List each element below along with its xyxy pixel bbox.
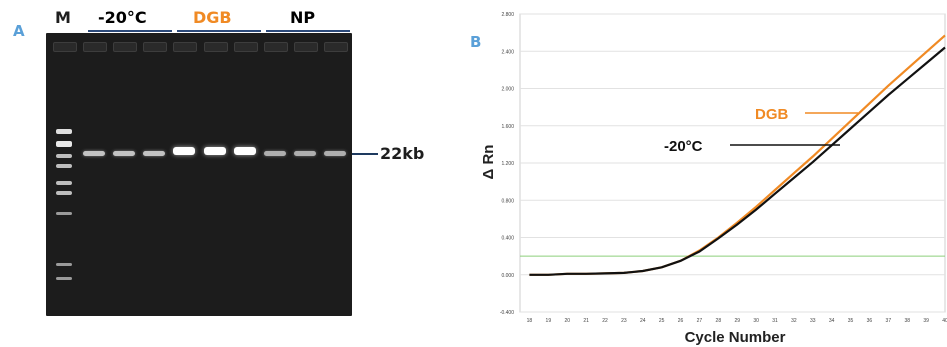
group-underline-dgb: [177, 30, 261, 32]
gel-well: [264, 42, 288, 52]
ladder-band: [56, 212, 72, 215]
group-underline-neg20: [88, 30, 172, 32]
sample-band: [173, 147, 195, 155]
group-label-dgb: DGB: [193, 8, 232, 27]
y-tick-label: 2.400: [501, 49, 514, 55]
x-axis-label: Cycle Number: [685, 329, 786, 346]
y-tick-label: 2.000: [501, 87, 514, 93]
series-label: DGB: [755, 106, 789, 123]
x-tick-label: 39: [923, 318, 929, 324]
gel-well: [143, 42, 167, 52]
y-tick-label: 0.800: [501, 198, 514, 204]
ladder-band: [56, 191, 72, 195]
sample-band: [113, 151, 135, 156]
x-tick-label: 20: [564, 318, 570, 324]
x-tick-label: 21: [583, 318, 589, 324]
x-tick-label: 19: [546, 318, 552, 324]
ladder-band: [56, 154, 72, 158]
sample-band: [204, 147, 226, 155]
ladder-band: [56, 263, 72, 266]
x-tick-label: 25: [659, 318, 665, 324]
x-tick-label: 40: [942, 318, 947, 324]
x-tick-label: 37: [886, 318, 892, 324]
ladder-band: [56, 129, 72, 134]
gel-well: [234, 42, 258, 52]
gel-well: [294, 42, 318, 52]
x-tick-label: 36: [867, 318, 873, 324]
ladder-band: [56, 181, 72, 185]
x-tick-label: 33: [810, 318, 816, 324]
y-tick-label: 0.000: [501, 273, 514, 279]
sample-band: [264, 151, 286, 156]
x-tick-label: 35: [848, 318, 854, 324]
gel-well: [53, 42, 77, 52]
x-tick-label: 30: [753, 318, 759, 324]
sample-band: [83, 151, 105, 156]
band-size-pointer: [352, 153, 378, 155]
sample-band: [324, 151, 346, 156]
group-label-np: NP: [290, 8, 316, 27]
y-axis-label: Δ Rn: [480, 145, 497, 180]
marker-lane-label: M: [55, 8, 71, 27]
x-tick-label: 31: [772, 318, 778, 324]
x-tick-label: 27: [697, 318, 703, 324]
sample-band: [294, 151, 316, 156]
x-tick-label: 22: [602, 318, 608, 324]
ladder-band: [56, 277, 72, 280]
gel-well: [173, 42, 197, 52]
series-line: [529, 46, 946, 276]
x-tick-label: 24: [640, 318, 646, 324]
ladder-band: [56, 141, 72, 147]
band-size-label: 22kb: [380, 144, 425, 163]
x-tick-label: 32: [791, 318, 797, 324]
x-tick-label: 38: [904, 318, 910, 324]
y-tick-label: -0.400: [500, 310, 514, 316]
gel-image: [46, 33, 352, 316]
x-tick-label: 18: [527, 318, 533, 324]
sample-band: [143, 151, 165, 156]
y-tick-label: 1.200: [501, 161, 514, 167]
x-tick-label: 26: [678, 318, 684, 324]
x-tick-label: 23: [621, 318, 627, 324]
group-label-neg20: -20°C: [98, 8, 147, 27]
y-tick-label: 2.800: [501, 12, 514, 18]
sample-band: [234, 147, 256, 155]
gel-well: [324, 42, 348, 52]
gel-well: [113, 42, 137, 52]
panel-a-label: A: [13, 22, 25, 40]
group-underline-np: [266, 30, 350, 32]
x-tick-label: 34: [829, 318, 835, 324]
y-tick-label: 1.600: [501, 124, 514, 130]
series-label: -20°C: [664, 138, 703, 155]
y-tick-label: 0.400: [501, 236, 514, 242]
gel-well: [83, 42, 107, 52]
ladder-band: [56, 164, 72, 168]
x-tick-label: 29: [734, 318, 740, 324]
panel-b-label: B: [470, 33, 482, 51]
x-tick-label: 28: [716, 318, 722, 324]
gel-well: [204, 42, 228, 52]
